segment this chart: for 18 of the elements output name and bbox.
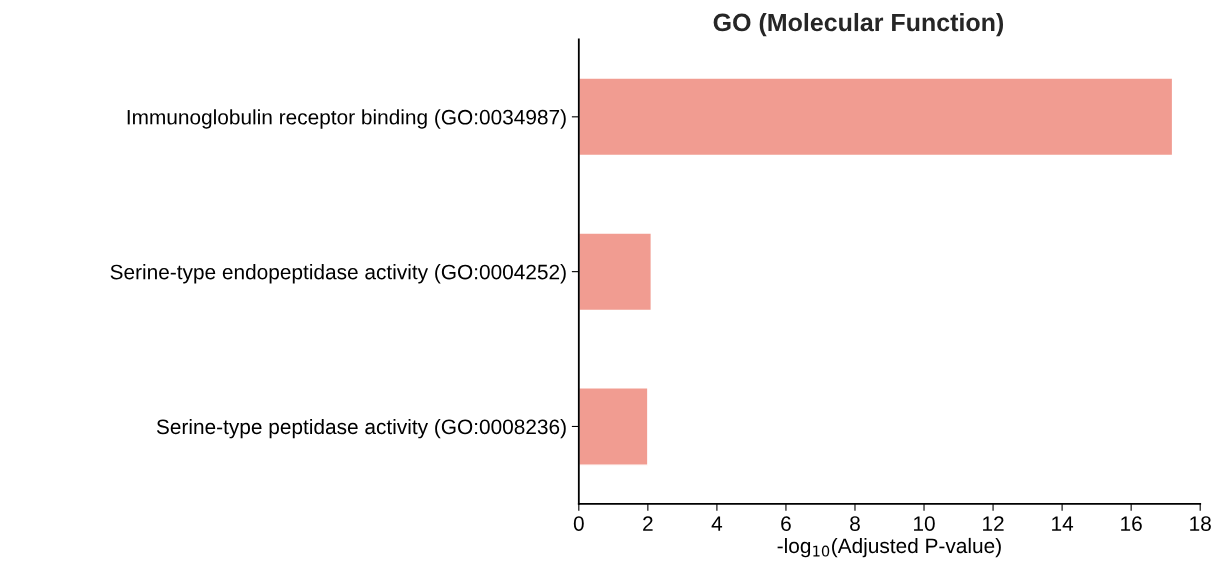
x-tick-label: 8 bbox=[850, 516, 860, 531]
y-tick-label: Immunoglobulin receptor binding (GO:0034987) bbox=[127, 109, 566, 129]
x-tick-label: 14 bbox=[1052, 516, 1074, 531]
x-tick-label: 16 bbox=[1121, 516, 1142, 531]
bar bbox=[578, 232, 653, 312]
x-tick-label: 10 bbox=[914, 516, 935, 531]
x-tick-label: 4 bbox=[711, 516, 723, 531]
x-tick-label: 18 bbox=[1190, 516, 1211, 531]
x-tick-label: 0 bbox=[573, 516, 584, 531]
chart-title: GO (Molecular Function) bbox=[713, 12, 1004, 37]
bar bbox=[578, 387, 649, 466]
x-tick-label: 12 bbox=[983, 516, 1004, 531]
y-tick-label: Serine-type peptidase activity (GO:0008236) bbox=[156, 418, 566, 439]
x-tick-label: 6 bbox=[781, 516, 791, 531]
bar bbox=[578, 77, 1174, 157]
x-axis-title: -log$_{10}$(Adjusted P-value) bbox=[777, 537, 1001, 558]
x-tick-label: 2 bbox=[643, 516, 653, 531]
y-tick-label: Serine-type endopeptidase activity (GO:0004252) bbox=[110, 264, 566, 284]
